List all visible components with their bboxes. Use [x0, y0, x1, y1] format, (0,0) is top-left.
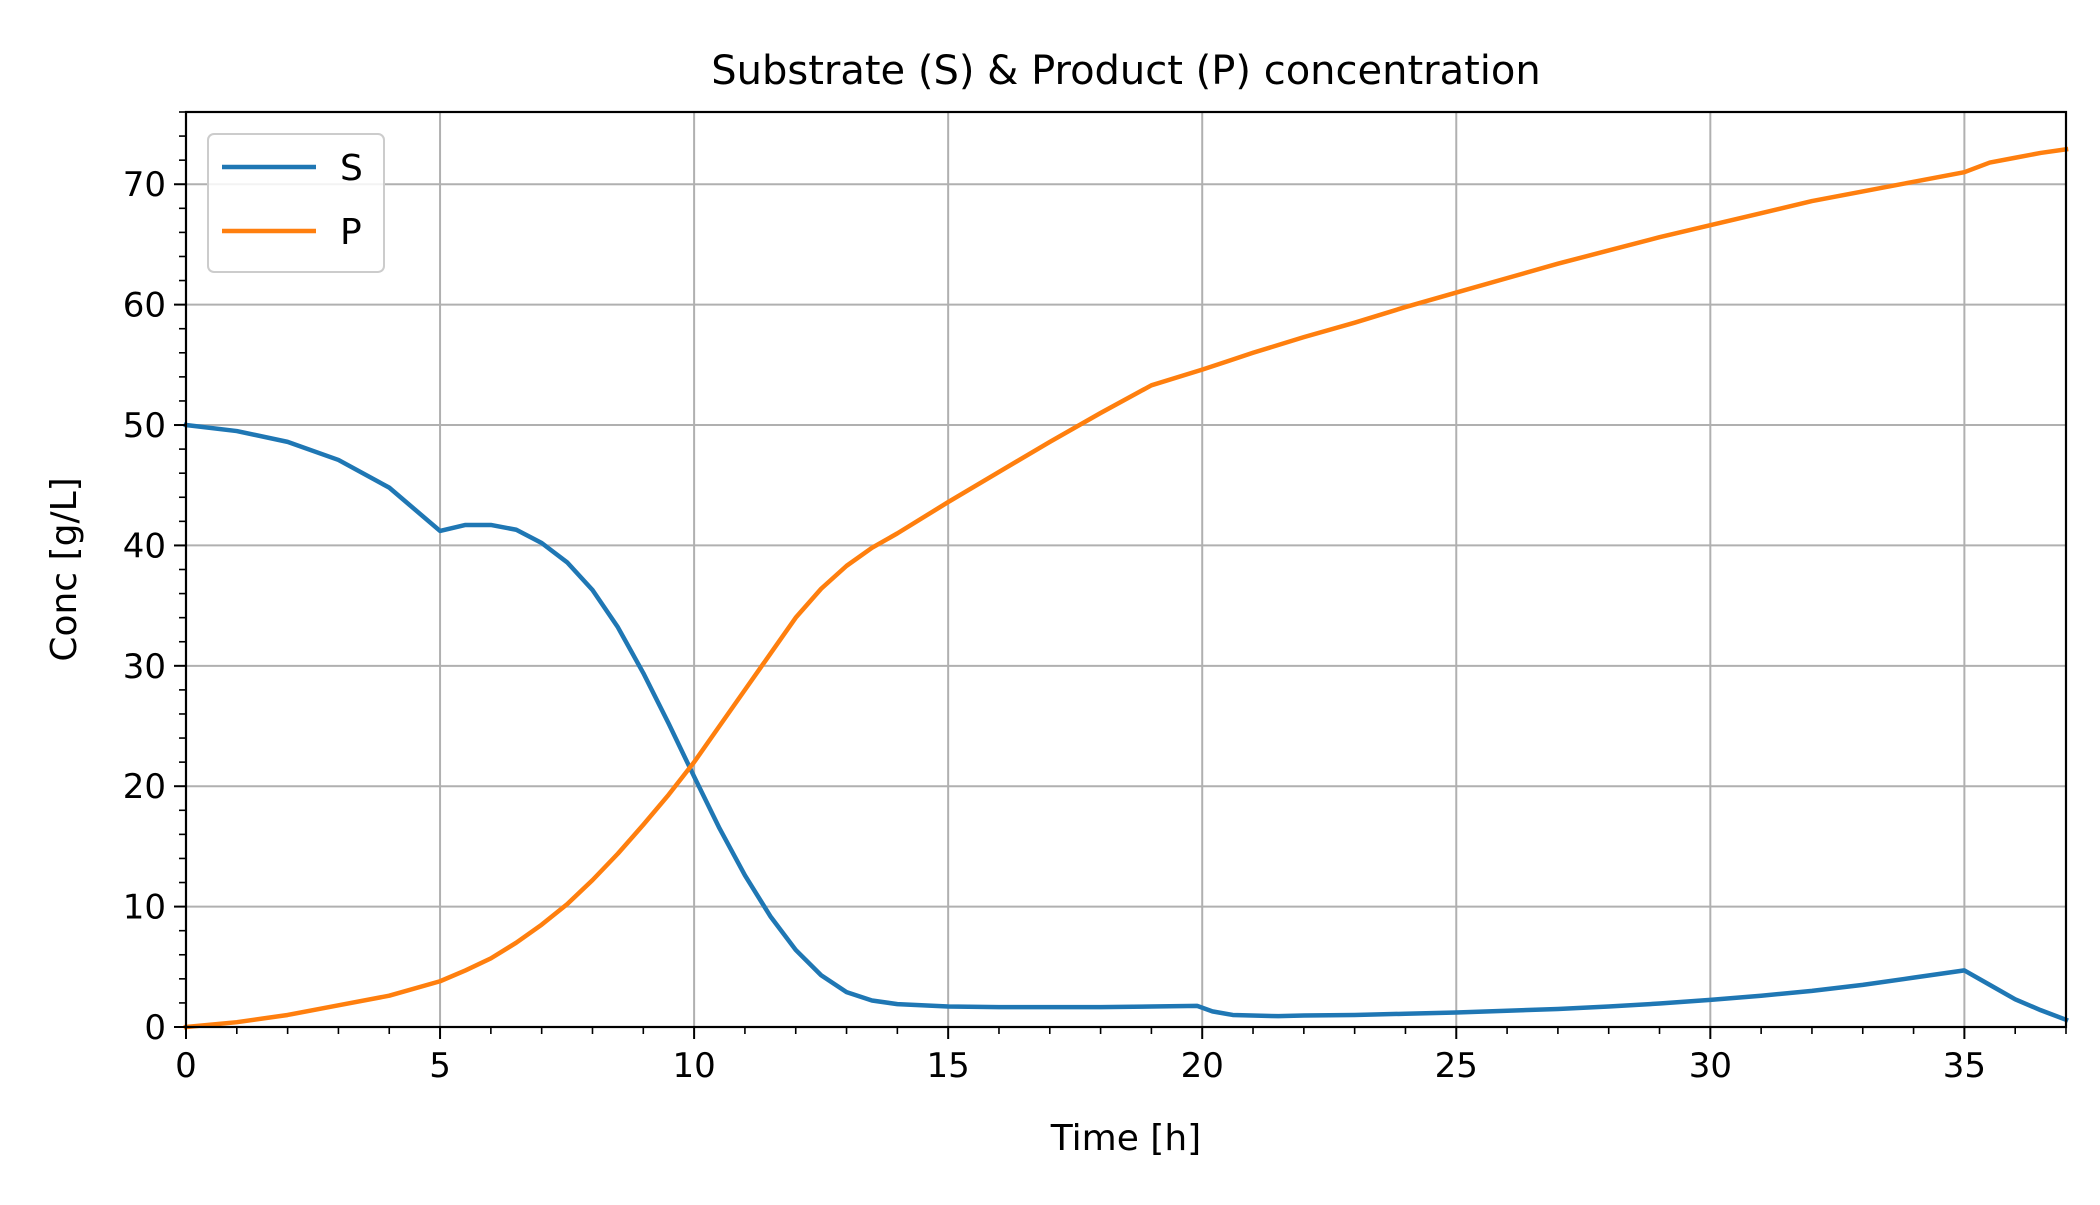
- x-tick-label: 25: [1435, 1046, 1478, 1086]
- x-tick-label: 5: [429, 1046, 451, 1086]
- x-tick-label: 35: [1943, 1046, 1986, 1086]
- legend-label-p: P: [340, 212, 362, 253]
- series-line-p: [183, 146, 2069, 1030]
- legend-label-s: S: [340, 148, 363, 189]
- x-tick-label: 20: [1181, 1046, 1224, 1086]
- x-tick-label: 15: [927, 1046, 970, 1086]
- y-tick-label: 10: [123, 888, 166, 928]
- y-tick-label: 0: [144, 1008, 166, 1048]
- y-tick-label: 70: [123, 165, 166, 205]
- y-tick-label: 40: [123, 526, 166, 566]
- series-lines: [183, 146, 2069, 1030]
- x-axis-label: Time [h]: [1050, 1118, 1201, 1159]
- x-tick-label: 30: [1689, 1046, 1732, 1086]
- chart-title: Substrate (S) & Product (P) concentratio…: [711, 48, 1541, 94]
- y-tick-label: 60: [123, 286, 166, 326]
- y-tick-label: 30: [123, 647, 166, 687]
- x-tick-label: 10: [672, 1046, 715, 1086]
- y-tick-label: 50: [123, 406, 166, 446]
- axis-ticks: 0 5 10 15 20 25 30 35 0 10 20 30 40 50 60 70: [123, 111, 2067, 1086]
- legend: S P: [207, 133, 385, 273]
- x-tick-label: 0: [175, 1046, 197, 1086]
- y-axis-label: Conc [g/L]: [44, 477, 85, 661]
- series-line-s: [183, 422, 2069, 1023]
- y-tick-label: 20: [123, 767, 166, 807]
